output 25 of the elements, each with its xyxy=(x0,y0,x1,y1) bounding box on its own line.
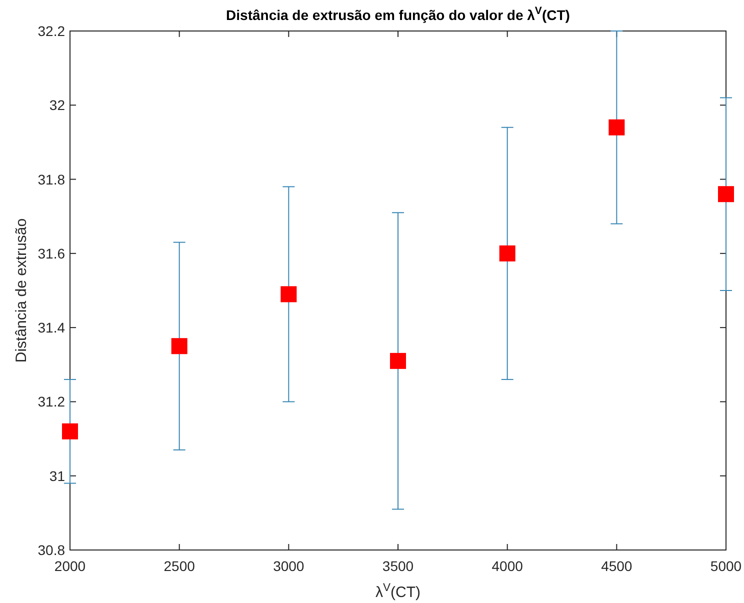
point xyxy=(171,338,188,354)
y-tick-label: 32 xyxy=(49,97,66,114)
x-tick-label: 5000 xyxy=(710,558,742,574)
point xyxy=(390,352,406,369)
y-tick-label: 31.4 xyxy=(38,320,66,336)
y-axis-title: Distância de extrusão xyxy=(13,218,30,363)
x-axis-title: λ$^{V}$(CT) xyxy=(375,582,421,601)
y-tick-label: 31.2 xyxy=(38,394,66,410)
y-tick-label: 31 xyxy=(49,468,66,484)
point xyxy=(608,119,625,136)
x-tick-label: 3500 xyxy=(382,558,414,574)
point xyxy=(62,423,78,440)
x-tick-label: 2500 xyxy=(164,558,196,574)
x-tick-label: 2000 xyxy=(54,558,86,574)
y-tick-label: 31.6 xyxy=(38,245,66,262)
point xyxy=(280,286,297,302)
x-tick-label: 3000 xyxy=(273,558,304,574)
y-tick-label: 32.2 xyxy=(38,23,66,39)
chart-title: Distância de extrusão em função do valor de λ$^{V}$(CT) xyxy=(226,5,570,23)
point xyxy=(499,245,516,262)
x-tick-label: 4500 xyxy=(601,558,632,574)
y-tick-label: 30.8 xyxy=(38,542,66,558)
y-tick-label: 31.8 xyxy=(38,171,66,188)
point xyxy=(718,186,734,202)
x-tick-label: 4000 xyxy=(492,558,524,574)
